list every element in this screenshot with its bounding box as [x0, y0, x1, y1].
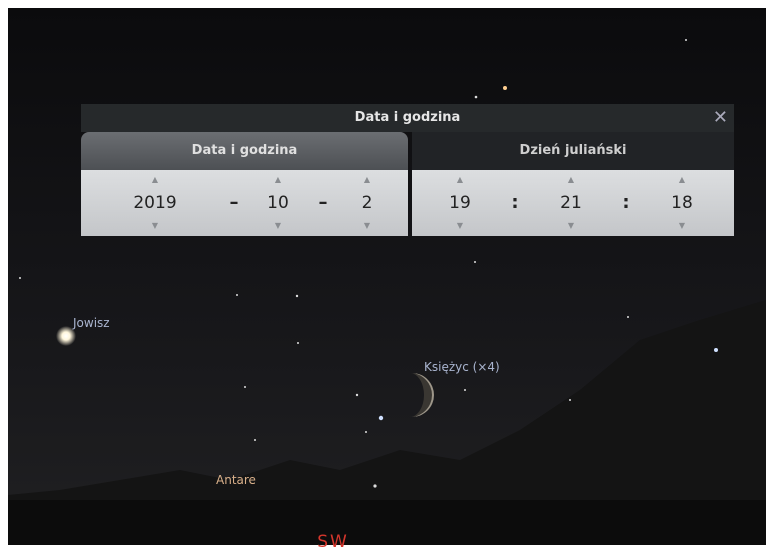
separator: –	[230, 170, 239, 236]
ground	[8, 500, 766, 545]
second-value: 18	[671, 193, 693, 213]
date-time-dialog: Data i godzina ✕ Data i godzina Dzień ju…	[81, 104, 734, 236]
spin-up[interactable]: ▲	[457, 176, 463, 184]
spin-down[interactable]: ▼	[457, 222, 463, 230]
spin-down[interactable]: ▼	[679, 222, 685, 230]
day-value: 2	[362, 193, 373, 213]
spin-up[interactable]: ▲	[152, 176, 158, 184]
tab[interactable]: Data i godzina	[81, 132, 408, 170]
page: html, body { margin: 0; padding: 0; } bo…	[0, 0, 774, 553]
tab[interactable]: Dzień juliański	[412, 132, 734, 170]
spinbox[interactable]: ▲ 18 ▼	[662, 170, 702, 236]
separator: :	[511, 170, 518, 236]
spin-down[interactable]: ▼	[152, 222, 158, 230]
compass-label: SW	[317, 532, 349, 552]
planet-label: Jowisz	[72, 316, 110, 330]
separator: :	[622, 170, 629, 236]
spinbox[interactable]: ▲ 2019 ▼	[133, 170, 176, 236]
spin-up[interactable]: ▲	[364, 176, 370, 184]
minute-value: 21	[560, 193, 582, 213]
screen: {"dialog": {"title": "Data i godzina", "…	[0, 0, 774, 553]
star-label: Antare	[216, 473, 256, 487]
spinbox[interactable]: ▲ 19 ▼	[440, 170, 480, 236]
close-button[interactable]: ✕	[713, 104, 728, 132]
spin-down[interactable]: ▼	[275, 222, 281, 230]
spin-up[interactable]: ▲	[679, 176, 685, 184]
separator: –	[319, 170, 328, 236]
spin-up[interactable]: ▲	[275, 176, 281, 184]
moon-label: Księżyc (×4)	[424, 360, 500, 374]
spin-down[interactable]: ▼	[364, 222, 370, 230]
date-panel: ▲ 2019 ▼ – ▲ 10 ▼ – ▲ 2 ▼	[81, 170, 408, 236]
year-value: 2019	[133, 193, 176, 213]
spinbox[interactable]: ▲ 21 ▼	[551, 170, 591, 236]
hour-value: 19	[449, 193, 471, 213]
spinbox[interactable]: ▲ 10 ▼	[258, 170, 298, 236]
time-panel: ▲ 19 ▼ : ▲ 21 ▼ : ▲ 18 ▼	[412, 170, 734, 236]
spinbox[interactable]: ▲ 2 ▼	[347, 170, 387, 236]
dialog-title: Data i godzina	[81, 104, 734, 132]
month-value: 10	[267, 193, 289, 213]
spin-up[interactable]: ▲	[568, 176, 574, 184]
spin-down[interactable]: ▼	[568, 222, 574, 230]
sky-view: Jowisz Księżyc (×4) Antare SW	[0, 0, 774, 553]
